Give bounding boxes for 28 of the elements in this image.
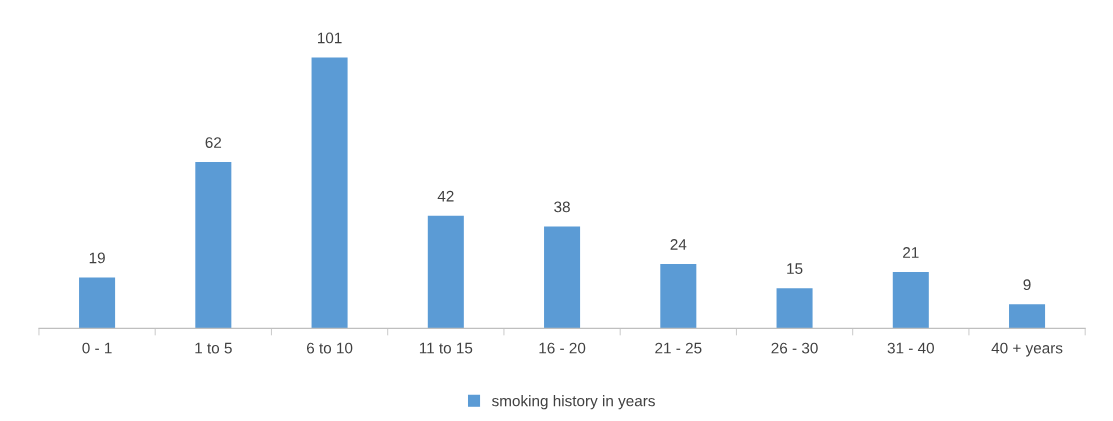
x-tick-label: 1 to 5: [195, 342, 232, 354]
data-label: 24: [670, 239, 687, 250]
bar: [892, 272, 929, 329]
data-label: 9: [1023, 279, 1031, 291]
bar: [544, 226, 581, 329]
bar: [1009, 304, 1046, 329]
data-label: 21: [903, 247, 919, 258]
data-label: 38: [554, 201, 570, 213]
bar: [776, 288, 813, 329]
data-label: 19: [89, 252, 105, 264]
x-tick-label: 11 to 15: [419, 342, 473, 354]
bar: [195, 162, 232, 329]
x-tick-label: 16 - 20: [539, 342, 586, 354]
bar: [427, 215, 464, 329]
x-tick-label: 0 - 1: [82, 342, 112, 354]
x-tick-label: 21 - 25: [655, 342, 702, 354]
bar: [311, 57, 348, 329]
bar: [79, 277, 116, 329]
x-tick-label: 26 - 30: [771, 342, 818, 354]
legend-label: smoking history in years: [492, 395, 655, 410]
data-label: 15: [787, 263, 803, 275]
x-tick-label: 31 - 40: [887, 342, 934, 354]
data-label: 101: [317, 32, 342, 44]
data-label: 62: [205, 137, 222, 148]
data-label: 42: [437, 190, 454, 202]
bar: [660, 264, 697, 329]
x-tick-label: 6 to 10: [306, 342, 353, 354]
x-tick-label: 40 + years: [991, 342, 1063, 357]
